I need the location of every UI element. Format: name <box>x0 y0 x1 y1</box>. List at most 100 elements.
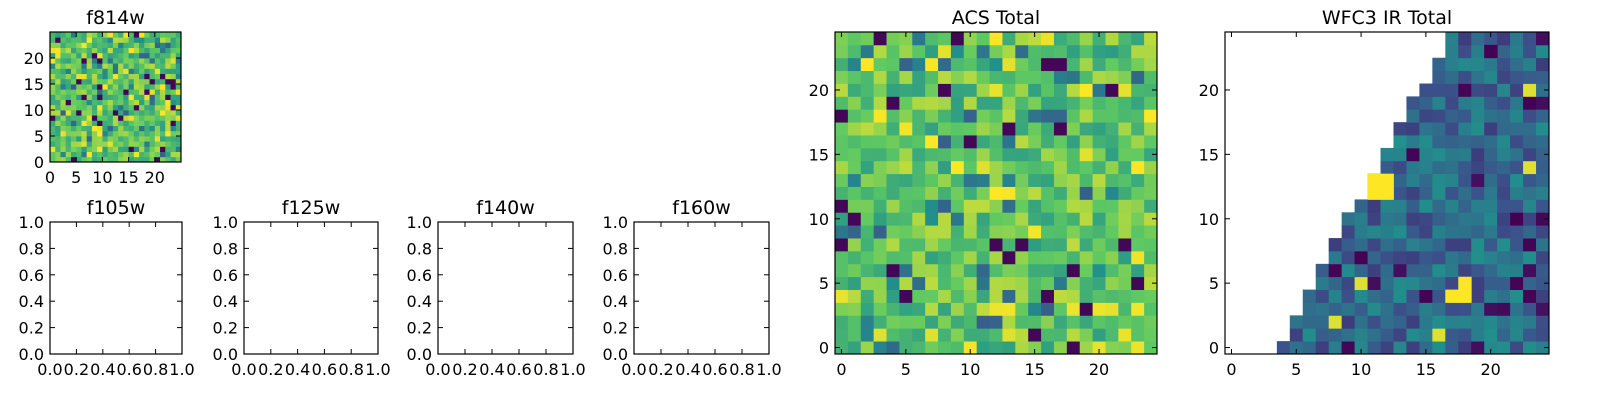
heatmap-cell <box>60 32 67 38</box>
heatmap-cell <box>86 146 93 152</box>
heatmap-cell <box>76 73 82 80</box>
heatmap-cell <box>1118 122 1132 136</box>
heatmap-cell <box>1510 122 1524 136</box>
heatmap-cell <box>65 151 72 158</box>
heatmap-cell <box>175 146 182 152</box>
heatmap-cell <box>60 47 67 54</box>
heatmap-cell <box>886 328 900 342</box>
heatmap-cell <box>1445 160 1459 175</box>
heatmap-cell <box>1092 238 1106 252</box>
heatmap-cell <box>123 78 129 85</box>
heatmap-cell <box>133 89 140 95</box>
heatmap-cell <box>1144 96 1158 110</box>
heatmap-cell <box>989 341 1003 355</box>
heatmap-cell <box>873 44 887 59</box>
heatmap-cell <box>1053 122 1068 136</box>
heatmap-cell <box>912 238 926 252</box>
heatmap-cell <box>847 109 862 123</box>
x-tick-label: 0.0 <box>621 360 646 379</box>
heatmap-cell <box>1131 147 1145 162</box>
heatmap-cell <box>81 84 88 90</box>
heatmap-cell <box>886 289 900 303</box>
heatmap-cell <box>886 302 900 316</box>
axes-frame <box>633 221 770 355</box>
heatmap-cell <box>938 32 952 46</box>
heatmap-cell <box>160 146 166 152</box>
heatmap-cell <box>835 44 849 59</box>
heatmap-cell <box>133 120 140 126</box>
heatmap-cell <box>1053 57 1068 72</box>
heatmap-cell <box>938 199 952 213</box>
heatmap-cell <box>976 83 990 97</box>
heatmap-cell <box>70 94 77 100</box>
heatmap-cell <box>1066 238 1081 252</box>
heatmap-cell <box>1002 135 1016 149</box>
heatmap-cell <box>1523 122 1537 136</box>
heatmap-cell <box>144 104 150 111</box>
heatmap-cell <box>86 63 93 69</box>
heatmap-cell <box>1432 212 1446 226</box>
heatmap-cell <box>107 68 114 74</box>
heatmap-cell <box>989 32 1003 46</box>
heatmap-cell <box>65 120 72 126</box>
heatmap-cell <box>1028 96 1042 110</box>
heatmap-cell <box>1458 109 1472 123</box>
heatmap-cell <box>1471 70 1485 84</box>
heatmap-cell <box>925 173 939 187</box>
heatmap-cell <box>86 120 93 126</box>
heatmap-cell <box>107 99 114 106</box>
heatmap-cell <box>149 120 156 126</box>
heatmap-cell <box>154 78 161 85</box>
x-tick-label: 0.2 <box>452 360 477 379</box>
heatmap-cell <box>81 125 88 132</box>
heatmap-cell <box>1484 238 1498 252</box>
heatmap-cell <box>899 238 913 252</box>
heatmap-cell <box>65 78 72 85</box>
heatmap-cell <box>55 58 61 64</box>
heatmap-cell <box>1028 212 1042 226</box>
heatmap-cell <box>149 99 156 106</box>
heatmap-cell <box>1015 122 1029 136</box>
heatmap-cell <box>86 125 93 132</box>
heatmap-cell <box>1041 96 1055 110</box>
heatmap-cell <box>847 263 862 278</box>
heatmap-cell <box>963 44 978 59</box>
heatmap-cell <box>847 96 862 110</box>
heatmap-cell <box>912 135 926 149</box>
heatmap-cell <box>1002 302 1016 316</box>
heatmap-cell <box>175 99 182 106</box>
y-tick-label: 0 <box>1209 339 1219 358</box>
heatmap-cell <box>170 130 177 137</box>
heatmap-cell <box>1432 328 1446 342</box>
y-tick-label: 0.2 <box>213 319 238 338</box>
heatmap-cell <box>1131 122 1145 136</box>
heatmap-cell <box>1497 302 1511 316</box>
heatmap-cell <box>860 83 875 97</box>
heatmap-cell <box>81 146 88 152</box>
heatmap-cell <box>1484 57 1498 72</box>
heatmap-cell <box>165 84 171 90</box>
heatmap-cell <box>1131 328 1145 342</box>
heatmap-cell <box>1066 315 1081 329</box>
heatmap-cell <box>1028 315 1042 329</box>
heatmap-cell <box>160 115 166 121</box>
heatmap-cell <box>1419 83 1433 97</box>
heatmap-cell <box>1079 225 1093 239</box>
y-tick-label: 15 <box>24 75 44 94</box>
heatmap-cell <box>160 37 166 43</box>
heatmap-cell <box>133 84 140 90</box>
heatmap-cell <box>1510 96 1524 110</box>
heatmap-cell <box>70 63 77 69</box>
heatmap-cell <box>133 115 140 121</box>
heatmap-cell <box>1419 135 1433 149</box>
heatmap-cell <box>1015 250 1029 265</box>
x-tick-label: 0.6 <box>506 360 531 379</box>
heatmap-cell <box>1092 147 1106 162</box>
heatmap-cell <box>1144 276 1158 290</box>
heatmap-cell <box>1118 212 1132 226</box>
heatmap-cell <box>950 83 965 97</box>
heatmap-cell <box>1131 57 1145 72</box>
heatmap-cell <box>50 104 56 111</box>
